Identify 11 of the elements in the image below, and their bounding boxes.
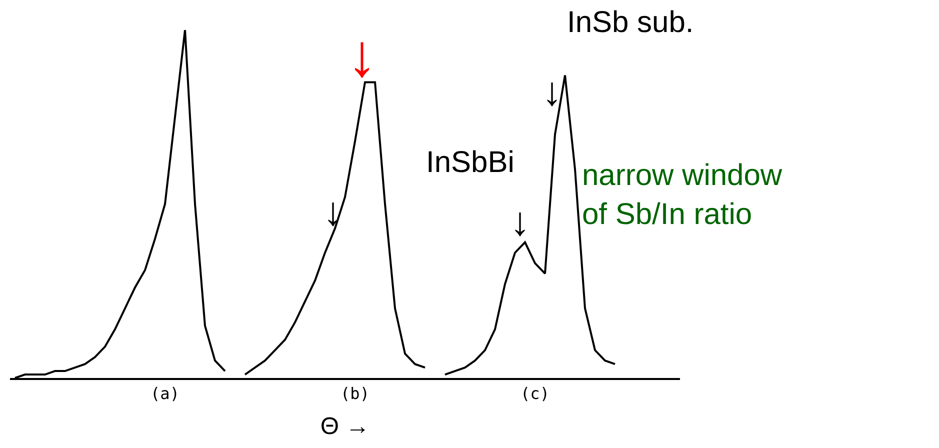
annotation: InSb sub. (567, 6, 694, 39)
x-tick-label: (a) (150, 384, 180, 404)
annotation: ↓ (510, 200, 530, 244)
x-axis-title: Θ → (320, 413, 370, 440)
annotation: ↓ (542, 70, 562, 114)
annotation: ↓ (347, 22, 377, 89)
x-tick-label: (c) (520, 384, 550, 404)
annotation: ↓ (323, 190, 343, 234)
annotation: narrow window of Sb/In ratio (582, 159, 782, 231)
annotation: InSbBi (426, 146, 514, 179)
x-tick-label: (b) (340, 384, 370, 404)
